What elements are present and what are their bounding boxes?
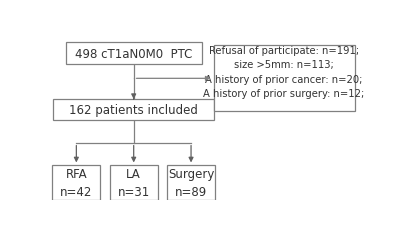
Text: LA
n=31: LA n=31 bbox=[118, 167, 150, 198]
FancyBboxPatch shape bbox=[167, 166, 215, 200]
Text: 498 cT1aN0M0  PTC: 498 cT1aN0M0 PTC bbox=[75, 47, 192, 60]
FancyBboxPatch shape bbox=[110, 166, 158, 200]
Text: 162 patients included: 162 patients included bbox=[69, 104, 198, 117]
FancyBboxPatch shape bbox=[214, 46, 354, 112]
Text: RFA
n=42: RFA n=42 bbox=[60, 167, 92, 198]
FancyBboxPatch shape bbox=[66, 43, 202, 65]
Text: Refusal of participate: n=191;
size >5mm: n=113;
A history of prior cancer: n=20: Refusal of participate: n=191; size >5mm… bbox=[204, 46, 365, 99]
FancyBboxPatch shape bbox=[53, 100, 214, 121]
Text: Surgery
n=89: Surgery n=89 bbox=[168, 167, 214, 198]
FancyBboxPatch shape bbox=[52, 166, 100, 200]
